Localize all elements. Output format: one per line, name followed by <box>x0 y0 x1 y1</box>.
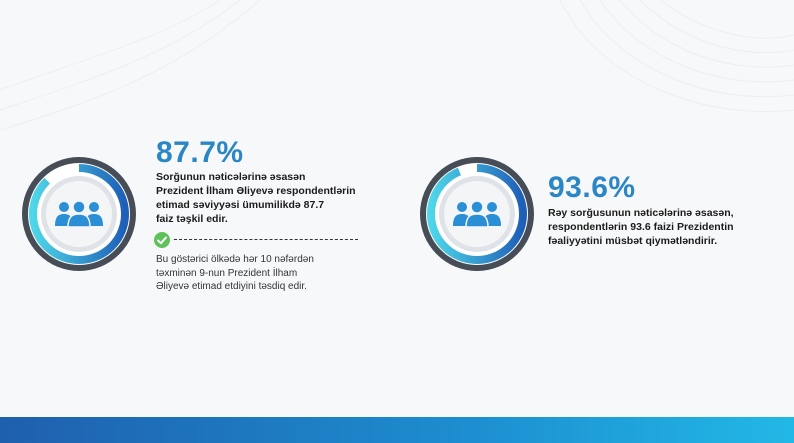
trust-progress-ring <box>20 155 138 273</box>
progress-arc <box>29 164 129 264</box>
people-group-icon <box>55 200 103 228</box>
progress-arc <box>427 164 527 264</box>
trust-percentage: 87.7% <box>156 136 244 169</box>
trust-description: Sorğunun nəticələrinə əsasən Prezident İ… <box>156 171 356 225</box>
trust-note: Bu göstərici ölkədə hər 10 nəfərdən təxm… <box>156 254 314 292</box>
dashed-divider <box>174 239 358 240</box>
approval-description: Rəy sorğusunun nəticələrinə əsasən, resp… <box>548 207 734 247</box>
check-icon <box>154 232 170 248</box>
bottom-gradient-bar <box>0 417 794 443</box>
people-group-icon <box>453 200 501 228</box>
approval-percentage: 93.6% <box>548 171 636 204</box>
approval-progress-ring <box>418 155 536 273</box>
